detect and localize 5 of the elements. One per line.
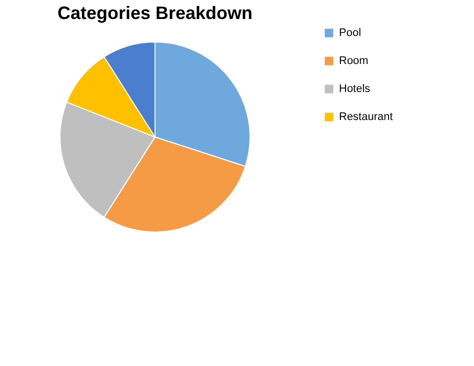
legend-label: Restaurant [339,111,393,123]
legend-label: Room [339,55,368,67]
legend-label: Hotels [339,83,371,95]
legend-label: Pool [339,27,362,39]
chart-title: Categories Breakdown [57,3,253,23]
